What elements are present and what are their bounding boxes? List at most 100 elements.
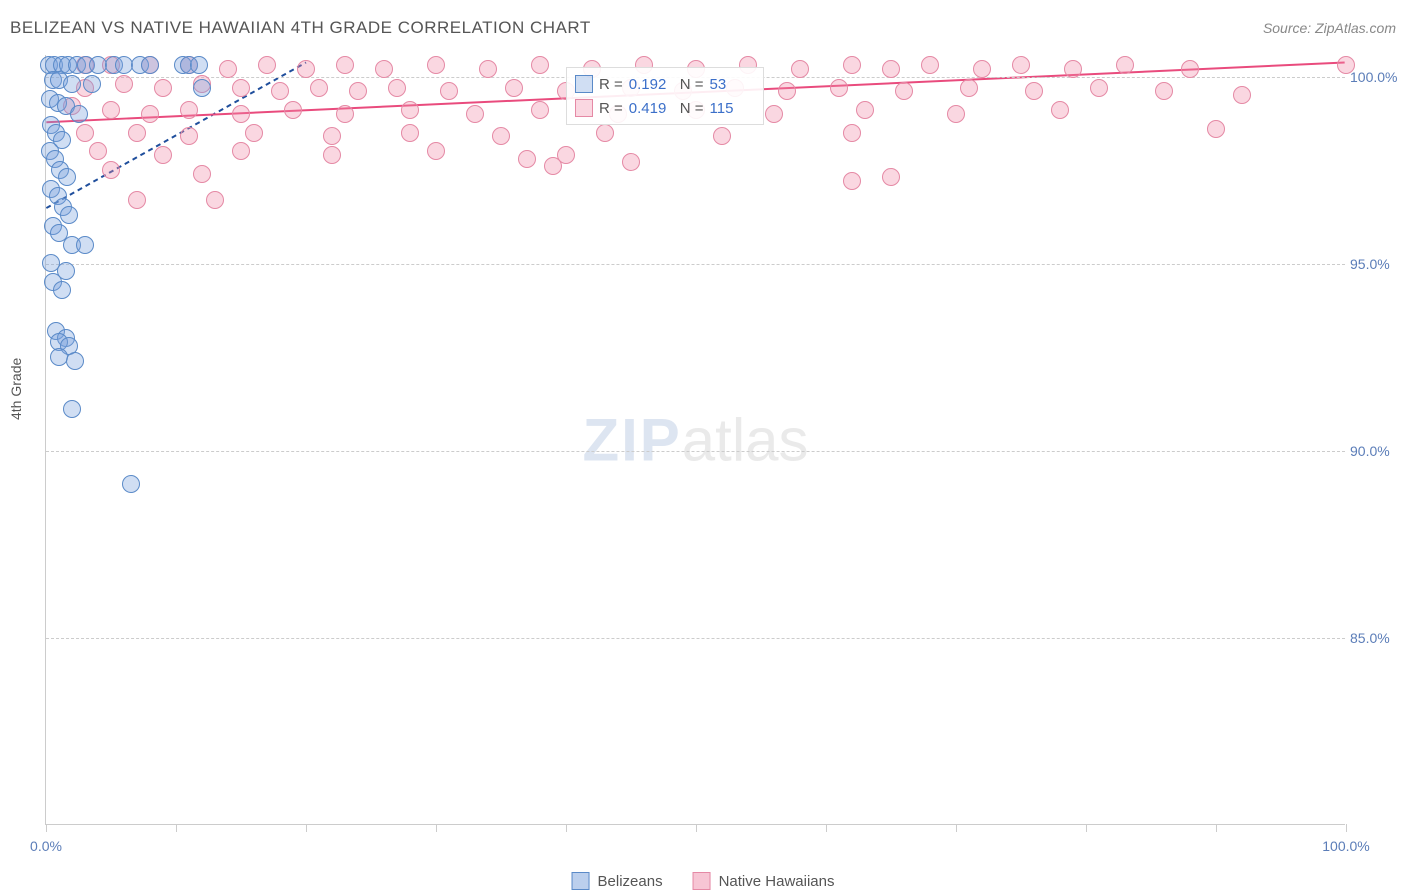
data-point <box>63 400 81 418</box>
data-point <box>1025 82 1043 100</box>
data-point <box>1155 82 1173 100</box>
data-point <box>60 206 78 224</box>
legend-label: Belizeans <box>598 873 663 890</box>
gridline <box>46 264 1345 265</box>
data-point <box>1012 56 1030 74</box>
data-point <box>531 101 549 119</box>
data-point <box>63 75 81 93</box>
stat-label-r: R = <box>599 76 623 93</box>
data-point <box>70 105 88 123</box>
stats-legend: R =0.192N =53R =0.419N =115 <box>566 67 764 125</box>
y-axis-label: 4th Grade <box>8 358 24 420</box>
data-point <box>76 124 94 142</box>
stat-value-n: 53 <box>710 76 755 93</box>
data-point <box>115 75 133 93</box>
data-point <box>1207 120 1225 138</box>
x-tick <box>1346 824 1347 832</box>
data-point <box>53 281 71 299</box>
data-point <box>973 60 991 78</box>
stat-label-n: N = <box>680 100 704 117</box>
data-point <box>323 127 341 145</box>
data-point <box>622 153 640 171</box>
legend-swatch <box>575 99 593 117</box>
x-tick <box>306 824 307 832</box>
data-point <box>401 124 419 142</box>
x-tick <box>1086 824 1087 832</box>
trendlines <box>46 55 1345 824</box>
data-point <box>791 60 809 78</box>
data-point <box>1337 56 1355 74</box>
data-point <box>310 79 328 97</box>
data-point <box>336 56 354 74</box>
data-point <box>440 82 458 100</box>
data-point <box>89 142 107 160</box>
y-tick-label: 95.0% <box>1350 256 1400 272</box>
data-point <box>180 127 198 145</box>
data-point <box>271 82 289 100</box>
data-point <box>960 79 978 97</box>
data-point <box>765 105 783 123</box>
x-tick <box>956 824 957 832</box>
data-point <box>232 105 250 123</box>
data-point <box>882 60 900 78</box>
stat-value-n: 115 <box>710 100 755 117</box>
data-point <box>843 124 861 142</box>
x-tick <box>46 824 47 832</box>
legend-swatch <box>693 872 711 890</box>
x-tick <box>1216 824 1217 832</box>
x-tick-label: 100.0% <box>1322 838 1369 854</box>
y-tick-label: 100.0% <box>1350 69 1400 85</box>
watermark-atlas: atlas <box>682 406 809 473</box>
data-point <box>388 79 406 97</box>
data-point <box>58 168 76 186</box>
data-point <box>83 75 101 93</box>
data-point <box>895 82 913 100</box>
data-point <box>1064 60 1082 78</box>
legend-label: Native Hawaiians <box>719 873 835 890</box>
data-point <box>232 79 250 97</box>
data-point <box>102 101 120 119</box>
gridline <box>46 451 1345 452</box>
x-tick <box>696 824 697 832</box>
data-point <box>401 101 419 119</box>
data-point <box>349 82 367 100</box>
data-point <box>1233 86 1251 104</box>
data-point <box>122 475 140 493</box>
legend: Belizeans Native Hawaiians <box>572 872 835 890</box>
data-point <box>505 79 523 97</box>
data-point <box>128 191 146 209</box>
watermark-zip: ZIP <box>582 406 681 473</box>
stats-row: R =0.419N =115 <box>575 96 755 120</box>
legend-swatch <box>572 872 590 890</box>
scatter-chart: ZIPatlas 85.0%90.0%95.0%100.0%0.0%100.0%… <box>45 55 1345 825</box>
chart-title: BELIZEAN VS NATIVE HAWAIIAN 4TH GRADE CO… <box>10 18 591 38</box>
data-point <box>947 105 965 123</box>
data-point <box>843 56 861 74</box>
data-point <box>921 56 939 74</box>
data-point <box>713 127 731 145</box>
data-point <box>66 352 84 370</box>
data-point <box>843 172 861 190</box>
data-point <box>466 105 484 123</box>
data-point <box>180 101 198 119</box>
data-point <box>596 124 614 142</box>
data-point <box>882 168 900 186</box>
data-point <box>206 191 224 209</box>
data-point <box>154 79 172 97</box>
stat-value-r: 0.419 <box>629 100 674 117</box>
data-point <box>193 79 211 97</box>
data-point <box>193 165 211 183</box>
data-point <box>1116 56 1134 74</box>
data-point <box>375 60 393 78</box>
legend-item: Belizeans <box>572 872 663 890</box>
data-point <box>154 146 172 164</box>
x-tick <box>826 824 827 832</box>
data-point <box>219 60 237 78</box>
data-point <box>102 161 120 179</box>
data-point <box>297 60 315 78</box>
data-point <box>141 105 159 123</box>
stat-label-n: N = <box>680 76 704 93</box>
data-point <box>141 56 159 74</box>
data-point <box>258 56 276 74</box>
legend-swatch <box>575 75 593 93</box>
